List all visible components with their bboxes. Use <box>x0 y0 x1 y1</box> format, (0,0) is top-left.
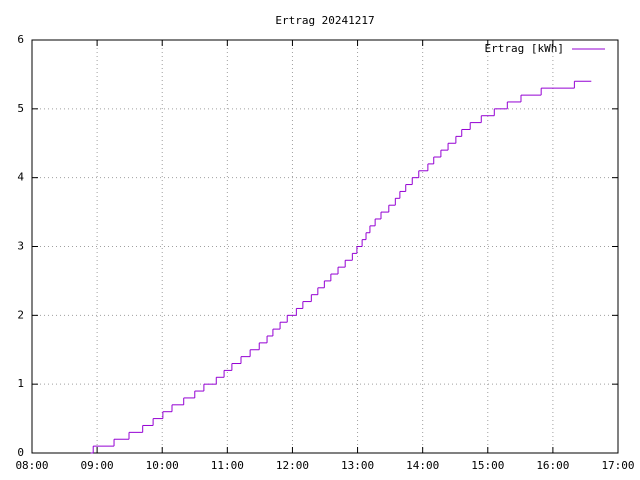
y-tick-label: 2 <box>17 308 24 321</box>
y-tick-label: 6 <box>17 33 24 46</box>
x-tick-label: 14:00 <box>406 459 439 472</box>
x-tick-label: 16:00 <box>536 459 569 472</box>
chart-title: Ertrag 20241217 <box>275 14 374 27</box>
x-tick-label: 13:00 <box>341 459 374 472</box>
plot-frame <box>31 39 619 454</box>
y-tick-label: 5 <box>17 102 24 115</box>
x-tick-label: 10:00 <box>146 459 179 472</box>
x-tick-label: 17:00 <box>601 459 634 472</box>
x-tick-label: 09:00 <box>81 459 114 472</box>
x-tick-label: 12:00 <box>276 459 309 472</box>
legend-label: Ertrag [kWh] <box>485 42 564 55</box>
y-tick-label: 4 <box>17 171 24 184</box>
x-tick-label: 08:00 <box>15 459 48 472</box>
x-tick-label: 15:00 <box>471 459 504 472</box>
x-tick-label: 11:00 <box>211 459 244 472</box>
y-tick-label: 3 <box>17 240 24 253</box>
y-tick-label: 1 <box>17 377 24 390</box>
y-tick-label: 0 <box>17 446 24 459</box>
